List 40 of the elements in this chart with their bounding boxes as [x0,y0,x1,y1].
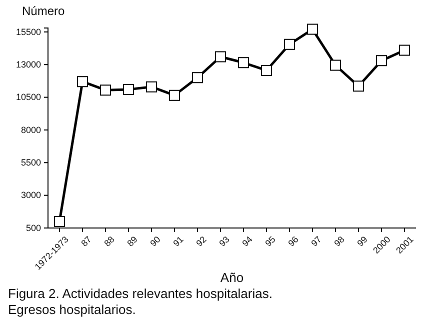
point [123,84,134,95]
point [192,72,203,84]
point [353,80,364,92]
text: Egresos hospitalarios. [8,302,136,317]
x-tick-label: 98 [332,234,346,248]
point [77,76,88,88]
x-tick-label: 87 [79,234,94,248]
text: Figura 2. Actividades relevantes hospitalarias. [8,286,272,301]
x-tick-label: 88 [102,234,116,248]
point [54,216,65,227]
x-tick-label: 97 [309,234,324,248]
x-tick-label: 99 [355,234,370,248]
x-tick-label: 91 [171,234,186,248]
x-tick-label: 93 [217,234,232,248]
y-axis-title: Número [22,4,66,18]
x-tick-label: 96 [286,234,300,248]
y-tick-label: 10500 [16,92,41,102]
point [284,38,295,50]
point [100,84,111,96]
point [169,90,180,101]
x-tick-label: 92 [194,234,208,248]
point [146,81,157,92]
y-tick-label: 13000 [16,59,41,70]
point [215,51,226,62]
x-tick-label: 90 [148,234,162,248]
point [238,57,249,68]
point [307,24,318,35]
y-tick-label: 500 [26,222,41,233]
point [399,44,410,56]
y-tick-label: 3000 [20,190,41,200]
y-tick-label: 5500 [20,158,41,168]
x-tick-label: 94 [240,234,254,248]
y-tick-label: 15500 [16,26,41,37]
point [330,60,341,71]
x-tick-label: 95 [263,234,278,248]
y-tick-label: 8000 [20,124,41,135]
x-axis-title: Año [220,270,244,285]
point [261,64,272,76]
point [376,55,387,66]
x-tick-label: 89 [125,234,140,248]
